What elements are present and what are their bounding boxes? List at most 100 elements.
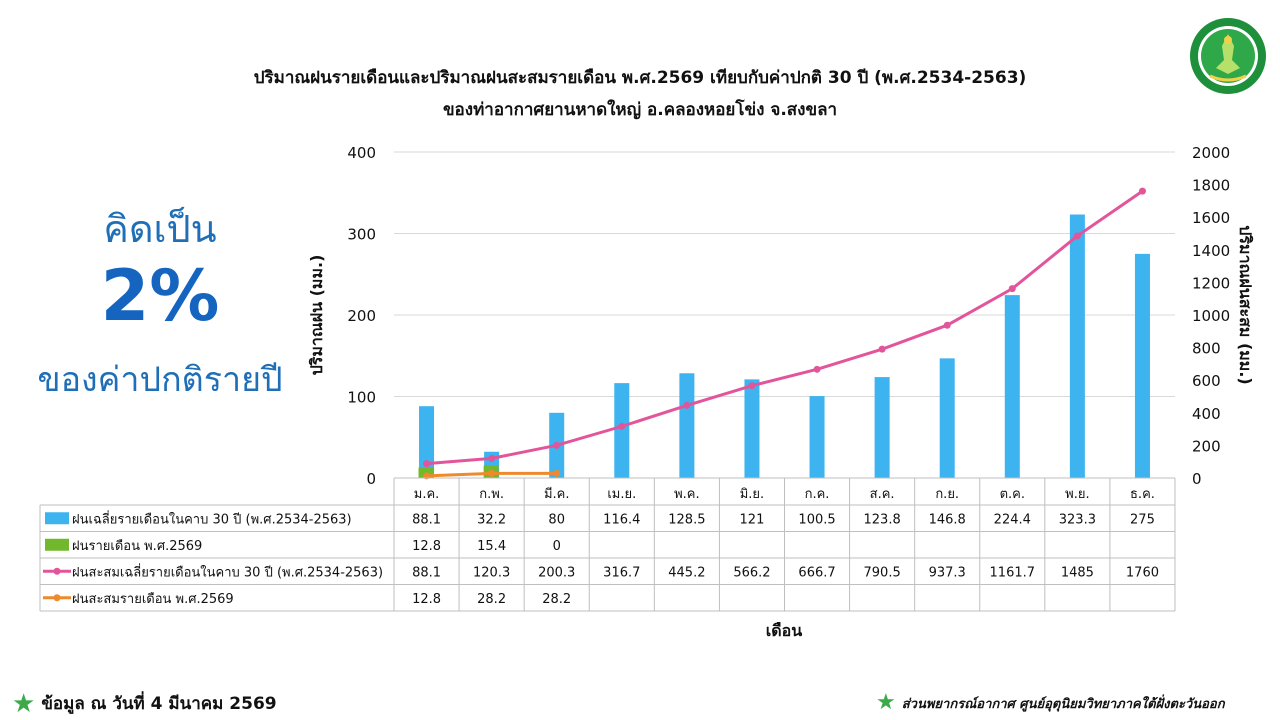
data-label: 224.4 — [994, 512, 1031, 527]
data-label: 28.2 — [477, 592, 506, 607]
side-note-label: คิดเป็น — [103, 207, 217, 251]
y-tick-label: 200 — [347, 307, 376, 325]
cumulative-normal-point — [1008, 285, 1016, 293]
chart-title-line2: ของท่าอากาศยานหาดใหญ่ อ.คลองหอยโข่ง จ.สง… — [442, 100, 838, 120]
x-tick-label: ม.ค. — [414, 487, 440, 502]
x-tick-label: ธ.ค. — [1130, 487, 1155, 502]
x-tick-label: ก.ค. — [805, 487, 830, 502]
footer-source-text: ส่วนพยากรณ์อากาศ ศูนย์อุตุนิยมวิทยาภาคใต… — [901, 696, 1225, 712]
data-label: 123.8 — [864, 512, 901, 527]
legend-entry: ฝนสะสมเฉลี่ยรายเดือนในคาบ 30 ปี (พ.ศ.253… — [72, 563, 383, 580]
footer-date-text: ข้อมูล ณ วันที่ 4 มีนาคม 2569 — [41, 694, 277, 714]
y2-tick-label: 400 — [1192, 405, 1221, 423]
data-label: 200.3 — [538, 565, 575, 580]
cumulative-normal-point — [878, 345, 886, 353]
y2-tick-label: 600 — [1192, 372, 1221, 390]
y-tick-label: 400 — [347, 144, 376, 162]
star-icon: ★ — [12, 688, 36, 719]
data-label: 146.8 — [929, 512, 966, 527]
data-label: 275 — [1130, 512, 1155, 527]
data-label: 32.2 — [477, 512, 506, 527]
meteorological-department-logo — [1190, 18, 1266, 94]
cumulative-normal-point — [813, 365, 821, 373]
x-tick-label: ก.ย. — [935, 487, 959, 502]
y-tick-label: 300 — [347, 226, 376, 244]
x-tick-label: ก.พ. — [479, 487, 504, 502]
legend-swatch-marker — [53, 594, 61, 602]
x-tick-label: เม.ย. — [607, 487, 636, 502]
bar-normal-monthly — [679, 373, 695, 478]
bar-normal-monthly — [874, 377, 890, 478]
data-label: 88.1 — [412, 565, 441, 580]
cumulative-2569-point — [488, 469, 496, 477]
x-tick-label: พ.ย. — [1065, 487, 1089, 502]
data-label: 88.1 — [412, 512, 441, 527]
bar-normal-monthly — [1069, 214, 1085, 478]
bar-normal-monthly — [809, 396, 825, 478]
y2-tick-label: 1600 — [1192, 209, 1230, 227]
y2-tick-label: 1400 — [1192, 242, 1230, 260]
y-tick-label: 0 — [366, 470, 376, 488]
star-icon: ★ — [876, 690, 896, 715]
x-tick-label: มี.ค. — [544, 486, 570, 502]
cumulative-normal-line — [426, 189, 1144, 466]
data-label: 120.3 — [473, 565, 510, 580]
chart-title-line1: ปริมาณฝนรายเดือนและปริมาณฝนสะสมรายเดือน … — [253, 68, 1027, 88]
data-label: 128.5 — [668, 512, 705, 527]
data-label: 937.3 — [929, 565, 966, 580]
legend-entry: ฝนเฉลี่ยรายเดือนในคาบ 30 ปี (พ.ศ.2534-25… — [72, 510, 352, 527]
data-label: 28.2 — [542, 592, 571, 607]
y2-tick-label: 2000 — [1192, 144, 1230, 162]
data-label: 12.8 — [412, 539, 441, 554]
cumulative-normal-point — [1138, 187, 1146, 195]
y2-tick-label: 0 — [1192, 470, 1202, 488]
data-label: 80 — [548, 512, 565, 527]
x-tick-label: ส.ค. — [870, 487, 895, 502]
bar-normal-monthly — [614, 383, 630, 478]
data-label: 316.7 — [603, 565, 640, 580]
legend-swatch-marker — [53, 567, 61, 575]
x-axis-title: เดือน — [766, 621, 802, 640]
cumulative-normal-point — [943, 321, 951, 329]
x-tick-label: ต.ค. — [1000, 487, 1025, 502]
y2-tick-label: 200 — [1192, 437, 1221, 455]
y-axis-title: ปริมาณฝน (มม.) — [307, 255, 326, 376]
footer-source: ★ ส่วนพยากรณ์อากาศ ศูนย์อุตุนิยมวิทยาภาค… — [876, 692, 1225, 714]
rainfall-chart: 0100200300400020040060080010001200140016… — [39, 144, 1255, 640]
cumulative-normal-point — [423, 460, 431, 468]
bar-normal-monthly — [744, 379, 760, 478]
x-tick-label: มิ.ย. — [740, 487, 764, 502]
data-label: 0 — [553, 539, 561, 554]
y2-tick-label: 1000 — [1192, 307, 1230, 325]
bar-normal-monthly — [939, 358, 955, 478]
legend-entry: ฝนรายเดือน พ.ศ.2569 — [72, 538, 202, 554]
data-label: 1161.7 — [990, 565, 1036, 580]
data-label: 323.3 — [1059, 512, 1096, 527]
data-label: 121 — [740, 512, 765, 527]
legend-swatch — [45, 512, 69, 525]
legend-entry: ฝนสะสมรายเดือน พ.ศ.2569 — [72, 591, 234, 607]
bar-normal-monthly — [419, 406, 435, 478]
legend-swatch — [45, 538, 69, 551]
side-note-caption: ของค่าปกติรายปี — [37, 360, 283, 400]
y2-axis-title: ปริมาณฝนสะสม (มม.) — [1236, 225, 1255, 384]
data-label: 666.7 — [798, 565, 835, 580]
bar-normal-monthly — [1004, 295, 1020, 478]
bar-normal-monthly — [1134, 253, 1150, 478]
footer-data-date: ★ ข้อมูล ณ วันที่ 4 มีนาคม 2569 — [12, 690, 277, 717]
cumulative-normal-point — [488, 454, 496, 462]
data-label: 100.5 — [798, 512, 835, 527]
data-label: 1485 — [1061, 565, 1094, 580]
data-label: 1760 — [1126, 565, 1159, 580]
y-tick-label: 100 — [347, 389, 376, 407]
data-label: 790.5 — [864, 565, 901, 580]
data-label: 445.2 — [668, 565, 705, 580]
cumulative-normal-point — [683, 401, 691, 409]
x-tick-label: พ.ค. — [674, 487, 700, 502]
y2-tick-label: 800 — [1192, 340, 1221, 358]
cumulative-normal-point — [618, 422, 626, 430]
cumulative-normal-point — [748, 382, 756, 390]
side-note-percent: 2% — [100, 255, 220, 337]
cumulative-2569-point — [553, 469, 561, 477]
y2-tick-label: 1800 — [1192, 177, 1230, 195]
